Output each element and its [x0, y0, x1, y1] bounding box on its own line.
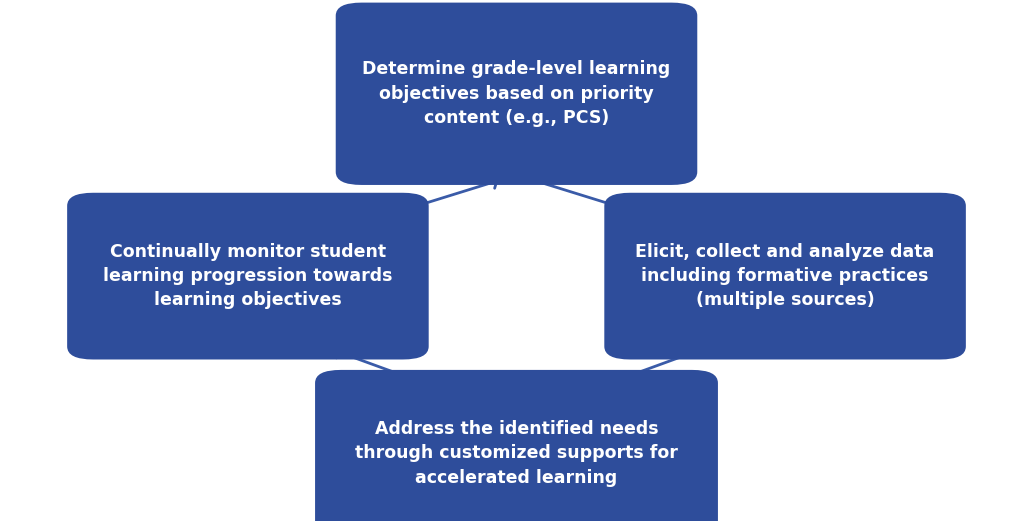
FancyBboxPatch shape	[336, 3, 697, 185]
Text: Continually monitor student
learning progression towards
learning objectives: Continually monitor student learning pro…	[103, 243, 393, 309]
FancyBboxPatch shape	[315, 370, 718, 521]
Text: Determine grade-level learning
objectives based on priority
content (e.g., PCS): Determine grade-level learning objective…	[363, 60, 670, 127]
FancyBboxPatch shape	[604, 193, 966, 359]
Text: Elicit, collect and analyze data
including formative practices
(multiple sources: Elicit, collect and analyze data includi…	[635, 243, 935, 309]
Text: Address the identified needs
through customized supports for
accelerated learnin: Address the identified needs through cus…	[355, 420, 678, 487]
FancyBboxPatch shape	[67, 193, 429, 359]
